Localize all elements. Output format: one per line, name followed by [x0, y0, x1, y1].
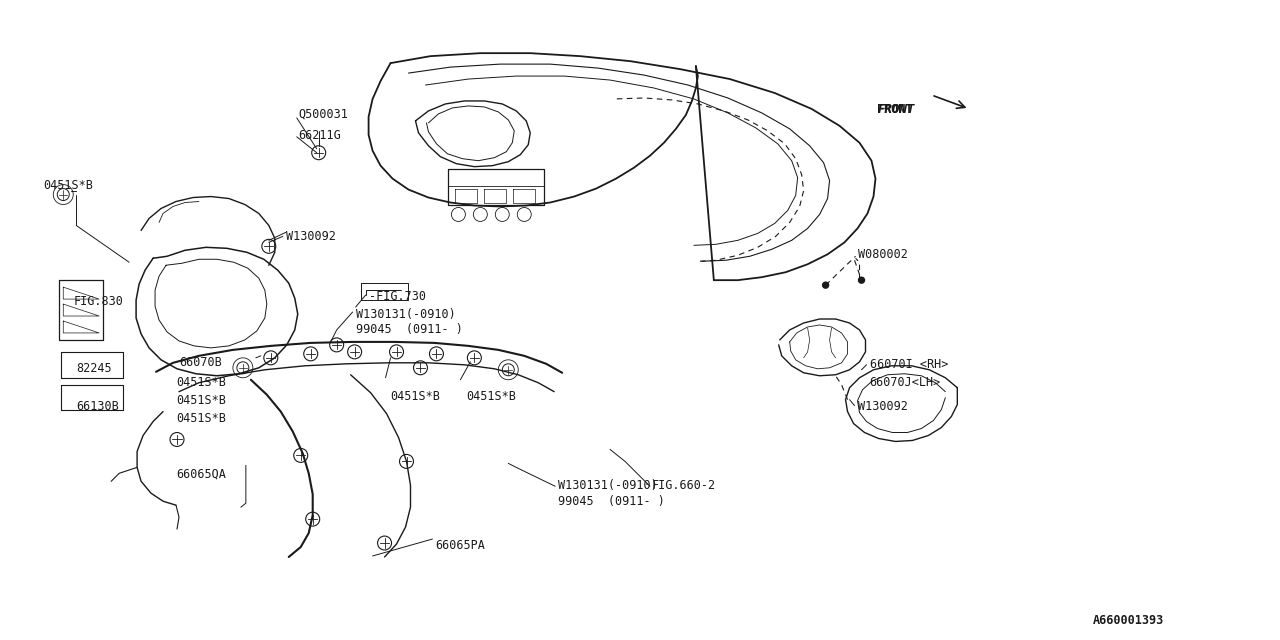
Text: FIG.660-2: FIG.660-2	[652, 479, 716, 492]
Text: 66211G: 66211G	[298, 129, 342, 142]
Text: 66070B: 66070B	[179, 356, 221, 369]
Text: 66130B: 66130B	[77, 399, 119, 413]
Circle shape	[823, 282, 828, 288]
Text: W130131(-0910): W130131(-0910)	[356, 308, 456, 321]
Text: W130092: W130092	[858, 399, 908, 413]
Circle shape	[859, 277, 864, 283]
Text: FRONT: FRONT	[878, 103, 913, 116]
Text: 0451S*B: 0451S*B	[466, 390, 516, 403]
Text: 99045  (0911- ): 99045 (0911- )	[558, 495, 666, 508]
Text: W130131(-0910): W130131(-0910)	[558, 479, 658, 492]
Text: 0451S*B: 0451S*B	[177, 394, 225, 406]
Text: 66065PA: 66065PA	[435, 539, 485, 552]
Text: 66065QA: 66065QA	[177, 467, 225, 481]
Text: 66070J<LH>: 66070J<LH>	[869, 376, 941, 388]
Text: Q500031: Q500031	[298, 108, 348, 121]
Text: A660001393: A660001393	[1093, 614, 1164, 627]
Text: 0451S*B: 0451S*B	[390, 390, 440, 403]
Text: -FIG.730: -FIG.730	[369, 290, 425, 303]
Text: 0451S*B: 0451S*B	[177, 412, 225, 424]
Text: 66070I <RH>: 66070I <RH>	[869, 358, 948, 371]
Text: 99045  (0911- ): 99045 (0911- )	[356, 323, 462, 336]
Text: W130092: W130092	[285, 230, 335, 243]
Text: 82245: 82245	[77, 362, 111, 375]
Text: W080002: W080002	[858, 248, 908, 261]
Text: FIG.830: FIG.830	[73, 295, 123, 308]
Text: 0451S*B: 0451S*B	[177, 376, 225, 388]
Text: FRONT: FRONT	[878, 103, 915, 116]
Text: 0451S*B: 0451S*B	[44, 179, 93, 191]
